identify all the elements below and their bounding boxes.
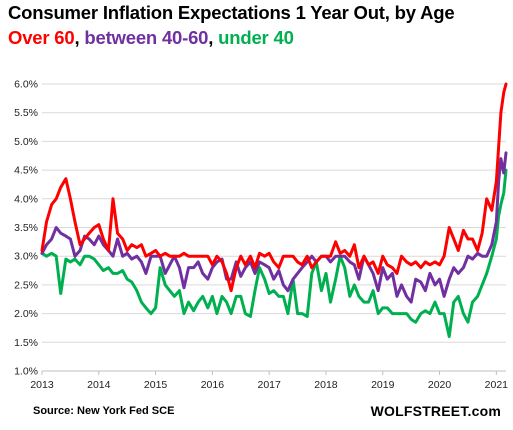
y-tick-label: 1.0% xyxy=(14,366,38,378)
y-tick-label: 6.0% xyxy=(14,79,38,91)
series-lines xyxy=(40,82,508,339)
legend-separator: , xyxy=(74,27,85,48)
legend-between-40-60: between 40-60 xyxy=(84,27,209,48)
legend-under-40: under 40 xyxy=(218,27,294,48)
y-tick-label: 5.5% xyxy=(14,107,38,119)
x-tick-label: 2015 xyxy=(144,379,168,391)
series-line-over-60 xyxy=(40,82,508,293)
y-tick-label: 2.0% xyxy=(14,308,38,320)
x-tick-label: 2014 xyxy=(87,379,111,391)
chart-title: Consumer Inflation Expectations 1 Year O… xyxy=(8,2,455,23)
y-tick-label: 3.0% xyxy=(14,251,38,263)
y-tick-label: 1.5% xyxy=(14,337,38,349)
x-tick-label: 2019 xyxy=(371,379,395,391)
brand-logo-text: WOLFSTREET.com xyxy=(370,403,501,419)
y-tick-label: 4.0% xyxy=(14,193,38,205)
x-tick-label: 2016 xyxy=(201,379,225,391)
x-tick-label: 2013 xyxy=(30,379,54,391)
axes: 1.0% 1.5% 2.0% 2.5% 3.0% 3.5% 4.0% 4.5% 5.0% 5.5%… xyxy=(14,79,508,392)
series-line-between-40-60 xyxy=(40,151,508,304)
chart-subtitle-legend: Over 60, between 40-60, under 40 xyxy=(8,27,294,49)
series-line-under-40 xyxy=(40,168,508,339)
y-tick-label: 3.5% xyxy=(14,222,38,234)
x-tick-label: 2018 xyxy=(314,379,338,391)
x-tick-label: 2020 xyxy=(428,379,452,391)
x-tick-label: 2017 xyxy=(257,379,281,391)
legend-separator: , xyxy=(208,27,219,48)
y-tick-label: 2.5% xyxy=(14,279,38,291)
source-note: Source: New York Fed SCE xyxy=(33,405,175,417)
x-tick-label: 2021 xyxy=(485,379,509,391)
legend-over-60: Over 60 xyxy=(8,27,75,48)
y-tick-label: 4.5% xyxy=(14,165,38,177)
y-tick-label: 5.0% xyxy=(14,136,38,148)
